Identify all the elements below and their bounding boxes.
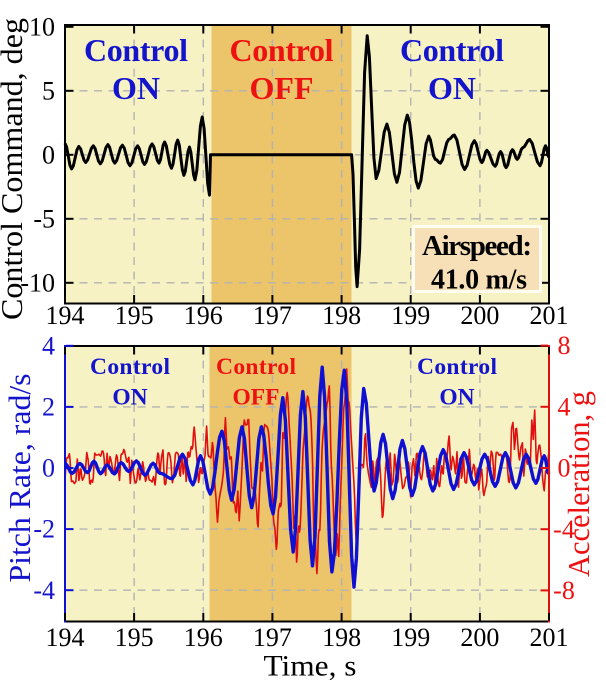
svg-text:Acceleration, g: Acceleration, g <box>561 391 596 577</box>
svg-text:194: 194 <box>46 301 85 330</box>
svg-text:-5: -5 <box>33 204 55 233</box>
svg-text:Airspeed:: Airspeed: <box>422 230 532 262</box>
svg-text:199: 199 <box>391 301 430 330</box>
svg-text:198: 198 <box>322 623 361 652</box>
svg-text:194: 194 <box>46 623 85 652</box>
svg-text:197: 197 <box>253 623 292 652</box>
svg-text:Control: Control <box>230 32 334 68</box>
svg-text:4: 4 <box>558 392 571 421</box>
svg-text:-10: -10 <box>20 268 55 297</box>
svg-text:OFF: OFF <box>233 385 280 411</box>
svg-text:Pitch Rate, rad/s: Pitch Rate, rad/s <box>2 374 37 583</box>
svg-text:197: 197 <box>253 301 292 330</box>
svg-text:Control: Control <box>400 32 504 68</box>
svg-text:10: 10 <box>29 12 55 41</box>
svg-text:199: 199 <box>391 623 430 652</box>
svg-text:ON: ON <box>112 385 147 411</box>
svg-text:ON: ON <box>439 385 474 411</box>
svg-text:-8: -8 <box>553 576 575 605</box>
svg-text:Control: Control <box>84 32 188 68</box>
svg-text:-4: -4 <box>553 515 575 544</box>
svg-text:0: 0 <box>42 140 55 169</box>
svg-text:Time, s: Time, s <box>264 650 357 683</box>
svg-text:OFF: OFF <box>250 70 314 106</box>
svg-text:-2: -2 <box>33 515 55 544</box>
svg-text:-4: -4 <box>33 576 55 605</box>
svg-text:41.0 m/s: 41.0 m/s <box>431 265 527 296</box>
svg-text:201: 201 <box>530 301 569 330</box>
svg-text:8: 8 <box>558 331 571 360</box>
svg-text:200: 200 <box>460 301 499 330</box>
svg-text:Control: Control <box>216 354 296 380</box>
svg-text:0: 0 <box>42 454 55 483</box>
svg-text:196: 196 <box>184 623 223 652</box>
svg-text:Control: Control <box>90 354 170 380</box>
svg-text:Control: Control <box>417 354 497 380</box>
svg-text:195: 195 <box>115 301 154 330</box>
svg-text:195: 195 <box>115 623 154 652</box>
svg-text:196: 196 <box>184 301 223 330</box>
svg-text:ON: ON <box>112 70 160 106</box>
svg-text:4: 4 <box>42 331 55 360</box>
svg-text:0: 0 <box>558 454 571 483</box>
svg-text:Control Command, deg: Control Command, deg <box>0 18 29 320</box>
svg-text:198: 198 <box>322 301 361 330</box>
svg-text:2: 2 <box>42 393 55 422</box>
svg-text:ON: ON <box>428 70 476 106</box>
svg-text:201: 201 <box>530 623 569 652</box>
svg-text:200: 200 <box>460 623 499 652</box>
svg-text:5: 5 <box>42 76 55 105</box>
